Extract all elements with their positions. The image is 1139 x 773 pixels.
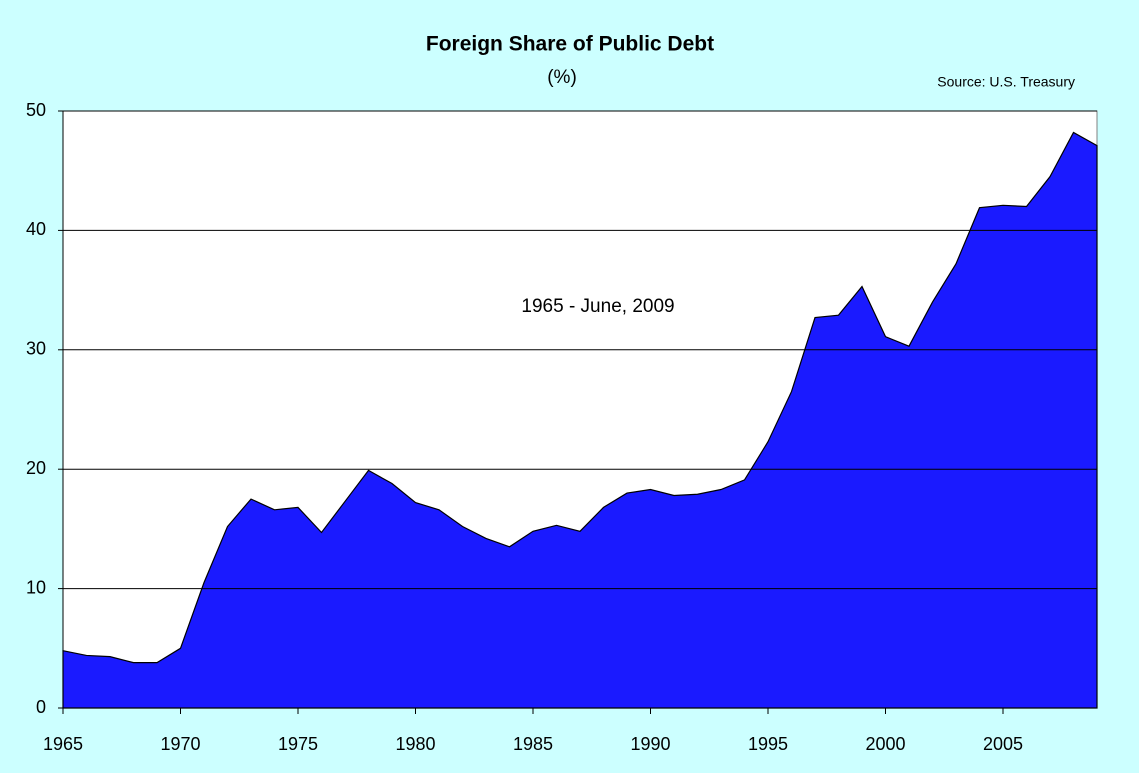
x-tick-label: 1970 [160, 734, 200, 754]
y-tick-label: 40 [26, 219, 46, 239]
x-tick-label: 2005 [983, 734, 1023, 754]
y-tick-label: 10 [26, 577, 46, 597]
x-tick-label: 1975 [278, 734, 318, 754]
chart-title: Foreign Share of Public Debt [426, 33, 714, 56]
chart-subtitle: (%) [547, 67, 577, 88]
x-tick-label: 1985 [513, 734, 553, 754]
y-tick-label: 20 [26, 458, 46, 478]
area [62, 131, 1098, 709]
y-tick-label: 50 [26, 100, 46, 120]
source-note: Source: U.S. Treasury [937, 74, 1075, 90]
annotation: 1965 - June, 2009 [521, 296, 674, 317]
y-tick-label: 30 [26, 339, 46, 359]
x-tick-label: 2000 [865, 734, 905, 754]
x-tick-label: 1995 [748, 734, 788, 754]
y-tick-label: 0 [36, 697, 46, 717]
x-tick-label: 1965 [43, 734, 83, 754]
x-tick-label: 1980 [395, 734, 435, 754]
x-tick-label: 1990 [630, 734, 670, 754]
